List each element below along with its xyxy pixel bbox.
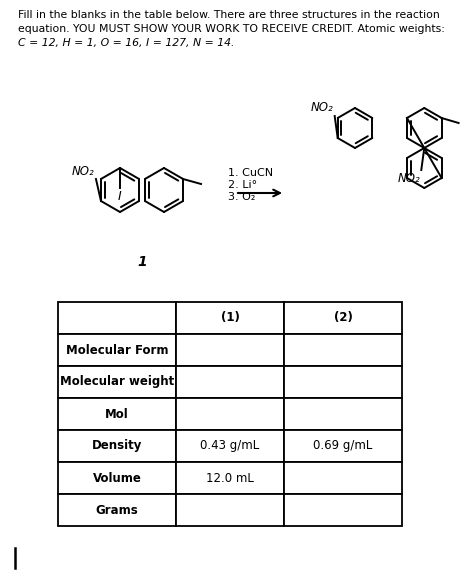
Bar [176, 334, 284, 366]
Text: Molecular weight: Molecular weight [60, 376, 174, 389]
Bar [176, 494, 284, 526]
Bar [58, 398, 176, 430]
Bar [176, 302, 284, 334]
Bar [176, 430, 284, 462]
Bar [284, 398, 402, 430]
Text: NO₂: NO₂ [71, 165, 94, 178]
Text: 12.0 mL: 12.0 mL [206, 472, 254, 485]
Text: (1): (1) [220, 312, 239, 325]
Text: Fill in the blanks in the table below. There are three structures in the reactio: Fill in the blanks in the table below. T… [18, 10, 440, 20]
Bar [58, 302, 176, 334]
Text: equation. YOU MUST SHOW YOUR WORK TO RECEIVE CREDIT. Atomic weights:: equation. YOU MUST SHOW YOUR WORK TO REC… [18, 24, 445, 34]
Text: 1. CuCN: 1. CuCN [228, 168, 273, 178]
Text: Molecular Form: Molecular Form [66, 343, 168, 356]
Text: NO₂: NO₂ [398, 172, 420, 185]
Bar [284, 366, 402, 398]
Bar [58, 334, 176, 366]
Text: 2. Li°: 2. Li° [228, 180, 257, 190]
Bar [58, 462, 176, 494]
Bar [176, 366, 284, 398]
Text: 1: 1 [137, 255, 147, 269]
Bar [284, 430, 402, 462]
Text: I: I [118, 190, 122, 203]
Text: Mol: Mol [105, 407, 129, 421]
Bar [58, 430, 176, 462]
Bar [58, 494, 176, 526]
Text: Density: Density [92, 440, 142, 452]
Bar [58, 366, 176, 398]
Bar [284, 462, 402, 494]
Bar [176, 462, 284, 494]
Text: (2): (2) [334, 312, 353, 325]
Text: Volume: Volume [92, 472, 141, 485]
Bar [284, 334, 402, 366]
Text: C = 12, H = 1, O = 16, I = 127, N = 14.: C = 12, H = 1, O = 16, I = 127, N = 14. [18, 38, 235, 48]
Text: 3. O₂: 3. O₂ [228, 192, 255, 202]
Text: Grams: Grams [96, 503, 138, 516]
Bar [284, 302, 402, 334]
Bar [176, 398, 284, 430]
Text: 0.43 g/mL: 0.43 g/mL [201, 440, 260, 452]
Bar [284, 494, 402, 526]
Text: 0.69 g/mL: 0.69 g/mL [313, 440, 373, 452]
Text: NO₂: NO₂ [311, 101, 334, 114]
